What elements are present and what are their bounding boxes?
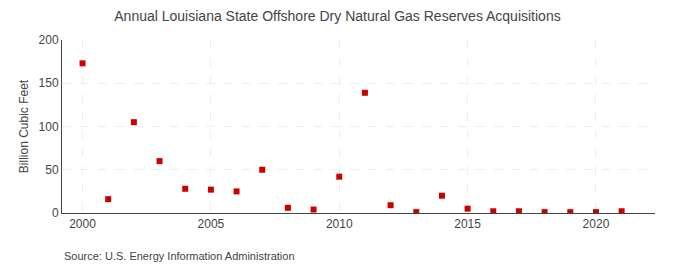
svg-text:2005: 2005 (198, 217, 225, 231)
svg-text:Billion Cubic Feet: Billion Cubic Feet (17, 79, 31, 173)
svg-text:200: 200 (39, 33, 59, 47)
svg-text:Source: U.S. Energy Informatio: Source: U.S. Energy Information Administ… (64, 250, 295, 262)
svg-text:0: 0 (52, 206, 59, 220)
svg-text:150: 150 (39, 76, 59, 90)
svg-text:Annual Louisiana State Offshor: Annual Louisiana State Offshore Dry Natu… (114, 8, 560, 24)
svg-text:2015: 2015 (454, 217, 481, 231)
svg-text:100: 100 (39, 120, 59, 134)
svg-text:50: 50 (45, 163, 59, 177)
svg-text:2010: 2010 (326, 217, 353, 231)
svg-text:2020: 2020 (583, 217, 610, 231)
svg-text:2000: 2000 (69, 217, 96, 231)
